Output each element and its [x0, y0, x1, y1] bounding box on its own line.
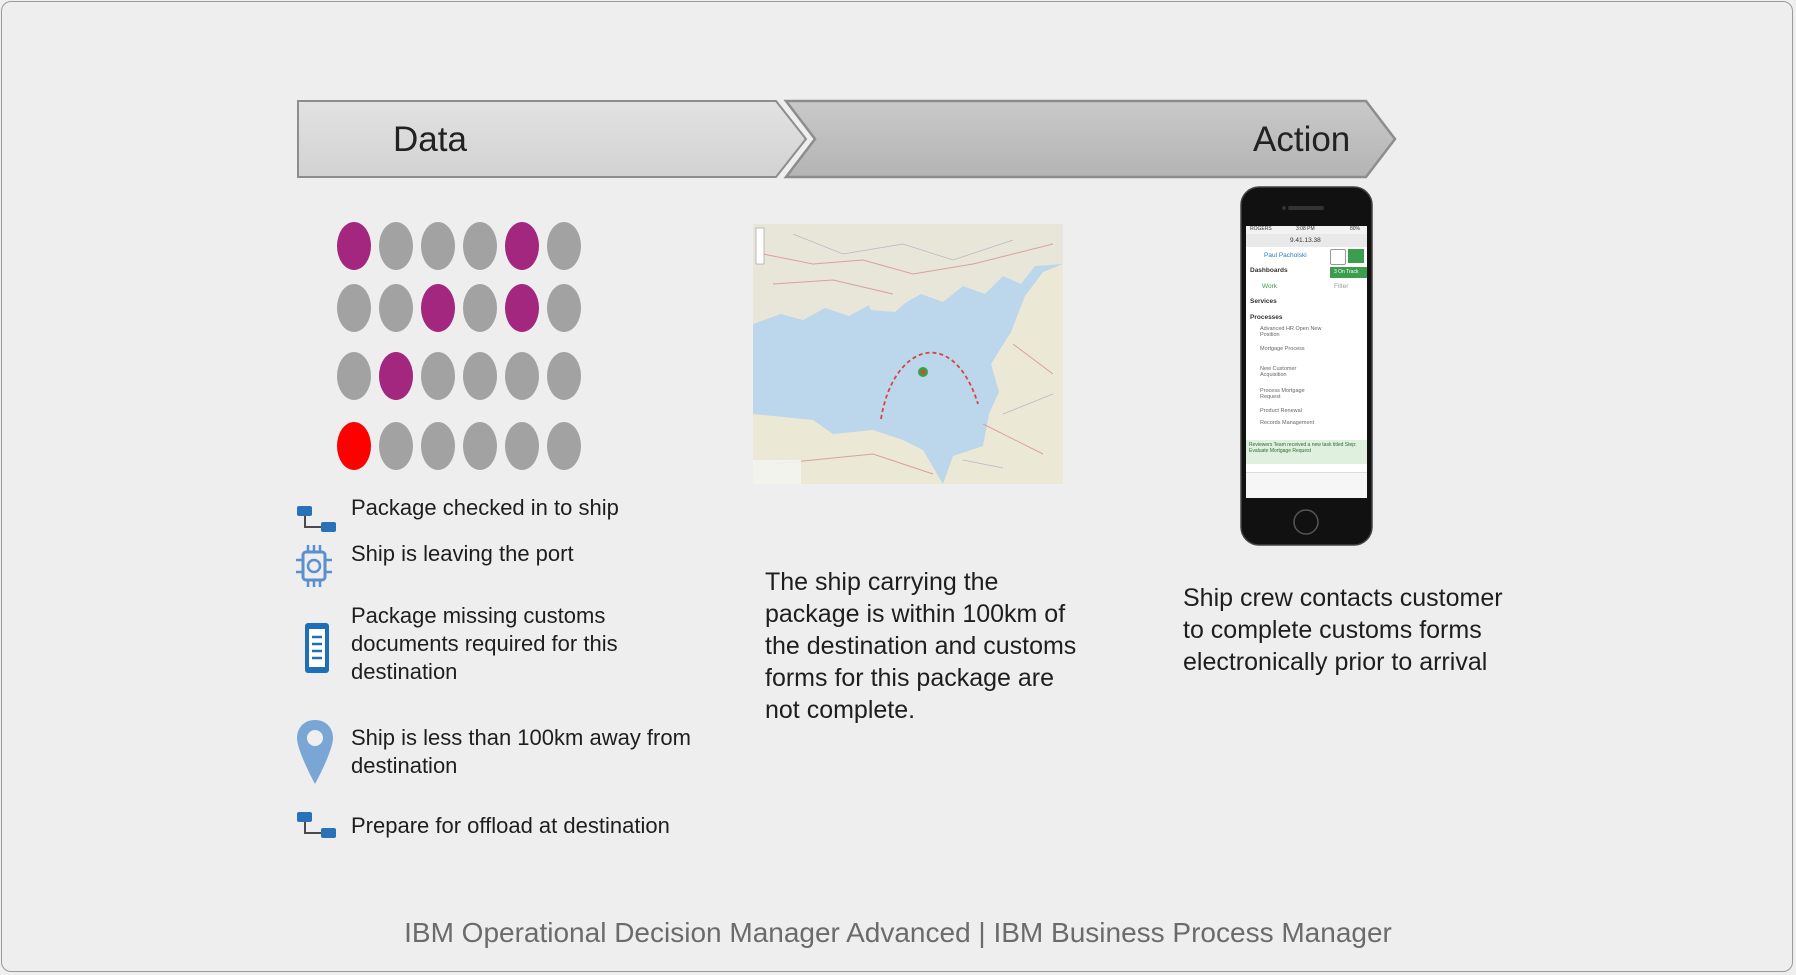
event-dot-gray [379, 222, 413, 270]
phone-image: ROGERS 3:08 PM 80% 9.41.13.38 Paul Pacho… [1240, 186, 1373, 546]
process-item[interactable]: New Customer Acquisition [1260, 366, 1297, 378]
event-dot-gray [463, 422, 497, 470]
chip-icon [296, 545, 332, 587]
browser-toolbar [1246, 472, 1367, 498]
situation-description: The ship carrying the package is within … [765, 568, 1077, 724]
process-item[interactable]: Advanced HR Open New Position [1260, 326, 1322, 338]
event-dot-gray [463, 352, 497, 400]
status-carrier: ROGERS [1250, 226, 1272, 232]
edit-icon[interactable] [1348, 249, 1364, 263]
event-dot-gray [463, 222, 497, 270]
event-dot-gray [505, 422, 539, 470]
map-image [753, 224, 1063, 484]
processes-section[interactable]: Processes [1250, 314, 1283, 321]
user-name[interactable]: Paul Pacholski [1264, 252, 1307, 259]
event-dot-grid [337, 222, 581, 470]
event-dot-gray [379, 422, 413, 470]
data-stage-label: Data [393, 120, 467, 159]
event-dot-purple [337, 222, 371, 270]
process-item[interactable]: Process Mortgage Request [1260, 388, 1305, 400]
event-dot-gray [547, 222, 581, 270]
document-icon [305, 623, 329, 673]
event-dot-gray [337, 352, 371, 400]
action-stage-label: Action [1253, 120, 1351, 159]
event-dot-gray [421, 422, 455, 470]
action-arrow [783, 99, 1397, 179]
event-dot-red [337, 422, 371, 470]
status-battery: 80% [1350, 226, 1361, 232]
event-dot-gray [337, 284, 371, 332]
event-dot-gray [547, 422, 581, 470]
event-dot-gray [463, 284, 497, 332]
url-bar[interactable]: 9.41.13.38 [1290, 237, 1321, 244]
status-badge: 3 On Track [1334, 269, 1359, 275]
phone-screen: ROGERS 3:08 PM 80% 9.41.13.38 Paul Pacho… [1246, 226, 1367, 498]
work-link[interactable]: Work [1262, 283, 1278, 290]
process-item[interactable]: Product Renewal [1260, 408, 1302, 414]
event-dot-gray [421, 352, 455, 400]
stage-arrows [297, 99, 1397, 179]
event-dot-gray [547, 284, 581, 332]
location-pin-icon [297, 720, 333, 784]
footer-products: IBM Operational Decision Manager Advance… [404, 917, 1392, 948]
event-dot-gray [421, 222, 455, 270]
event-dot-purple [421, 284, 455, 332]
event-dot-gray [379, 284, 413, 332]
event-dot-purple [505, 284, 539, 332]
event-text: Ship is leaving the port [351, 541, 574, 566]
notification-banner[interactable]: Reviewers Team received a new task title… [1249, 442, 1357, 454]
event-text: Package missing customs documents requir… [351, 603, 618, 684]
process-flow-icon [297, 506, 336, 532]
event-dot-gray [547, 352, 581, 400]
data-arrow [297, 100, 808, 178]
event-text: Package checked in to ship [351, 495, 619, 520]
dashboards-section[interactable]: Dashboards [1250, 267, 1288, 274]
process-item[interactable]: Mortgage Process [1260, 346, 1305, 352]
process-item[interactable]: Records Management [1260, 420, 1315, 426]
event-dot-purple [505, 222, 539, 270]
process-flow-icon [297, 812, 336, 838]
event-dot-purple [379, 352, 413, 400]
status-time: 3:08 PM [1296, 226, 1315, 232]
action-description: Ship crew contacts customer to complete … [1183, 584, 1503, 676]
event-dot-gray [505, 352, 539, 400]
event-text: Ship is less than 100km away from destin… [351, 725, 691, 778]
menu-icon[interactable] [1330, 249, 1346, 265]
filter-input[interactable]: Filter [1334, 283, 1349, 290]
services-section[interactable]: Services [1250, 298, 1277, 305]
event-text: Prepare for offload at destination [351, 813, 670, 838]
